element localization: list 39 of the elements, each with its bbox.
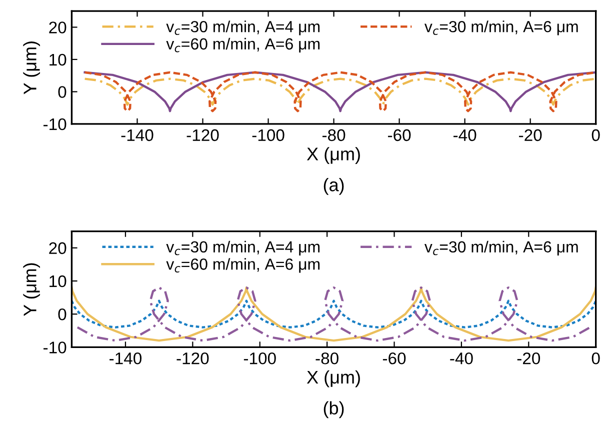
line-series [84,71,596,112]
legend-label: v$_{c}$=60 m/min, A=6 μm [166,38,320,52]
line-series [84,78,596,106]
y-axis-title: Y (μm) [23,263,40,316]
x-tick-label: -20 [517,352,540,364]
y-tick-label: 10 [50,54,66,66]
legend-label: v$_{c}$=30 m/min, A=4 μm [166,20,320,36]
legend-label: v$_{c}$=30 m/min, A=4 μm [166,240,320,256]
y-tick-label: -10 [44,118,66,130]
x-tick-label: -100 [252,129,284,142]
x-axis-title: X (μm) [306,147,360,164]
x-tick-label: -140 [121,129,154,142]
x-axis-title: X (μm) [306,370,360,388]
x-tick-label: -80 [322,129,346,142]
x-tick-label: -60 [382,352,406,364]
x-tick-label: -120 [176,352,209,364]
x-tick-label: -120 [186,129,219,142]
x-tick-label: -140 [110,352,142,364]
y-axis-title: Y (μm) [23,42,40,94]
x-tick-label: -40 [454,129,476,142]
y-tick-label: -10 [44,342,66,354]
legend-label: v$_{c}$=30 m/min, A=6 μm [424,20,578,36]
y-tick-label: 0 [58,308,66,320]
legend-label: v$_{c}$=60 m/min, A=6 μm [166,258,320,273]
text: (a) [324,178,344,195]
x-tick-label: -40 [450,352,473,364]
x-tick-label: -60 [388,129,411,142]
x-tick-label: -80 [316,352,338,364]
text: (b) [324,401,344,418]
y-tick-label: 20 [49,22,66,34]
legend-label: v$_{c}$=30 m/min, A=6 μm [424,240,578,256]
x-tick-label: 0 [592,352,600,364]
y-tick-label: 20 [49,242,66,254]
y-tick-label: 10 [50,275,66,288]
y-tick-label: 0 [58,86,66,98]
line-series [72,300,596,328]
x-tick-label: 0 [592,129,600,142]
x-tick-label: -100 [244,352,276,364]
x-tick-label: -20 [519,129,542,142]
